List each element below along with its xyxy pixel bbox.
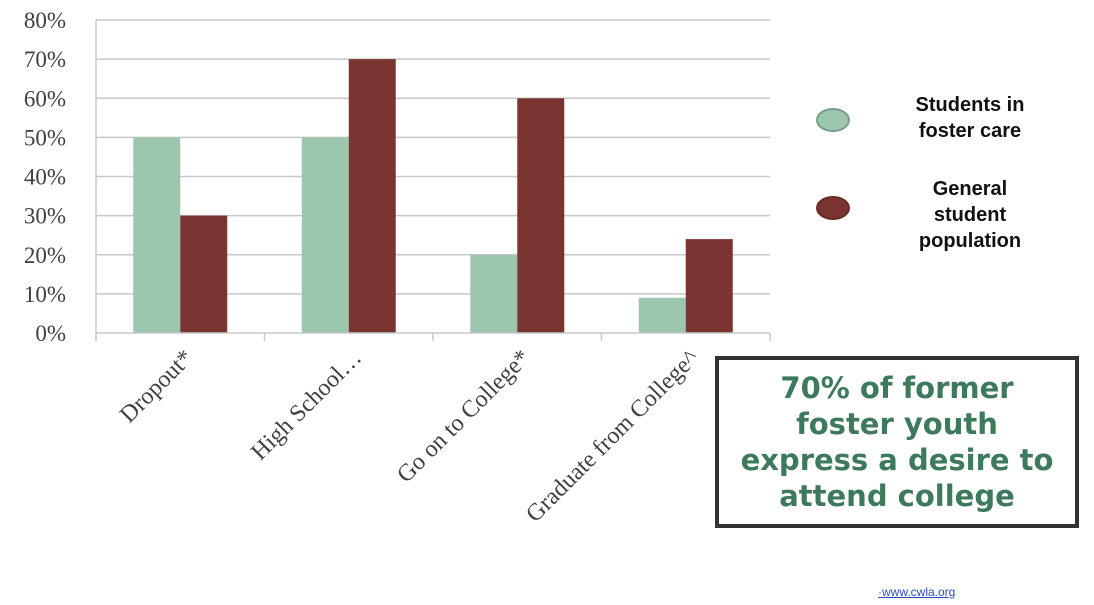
x-category-label: High School… <box>246 345 367 466</box>
y-tick-label: 80% <box>24 8 66 33</box>
bar-foster-care <box>638 297 686 333</box>
y-axis-tick-labels: 0% 10% 20% 30% 40% 50% 60% 70% 80% <box>24 8 66 346</box>
legend-label-general-population: General student population <box>880 176 1060 254</box>
y-tick-label: 60% <box>24 86 66 111</box>
y-tick-label: 40% <box>24 165 66 190</box>
y-tick-label: 10% <box>24 282 66 307</box>
legend-item-general-population: General student population <box>808 176 1078 266</box>
bar-foster-care <box>470 254 518 333</box>
bar-general-population <box>517 98 565 333</box>
legend-swatch-general-population <box>816 196 850 220</box>
legend-item-foster-care: Students in foster care <box>808 92 1078 176</box>
legend-swatch-foster-care <box>816 108 850 132</box>
legend-label-line: Students in <box>915 94 1025 116</box>
bar-general-population <box>685 239 733 333</box>
legend-label-line: General <box>932 178 1008 200</box>
axes <box>95 20 771 341</box>
bars <box>133 59 733 333</box>
callout-text: 70% of former foster youth express a des… <box>740 371 1054 513</box>
bar-foster-care <box>133 137 181 333</box>
legend: Students in foster care General student … <box>808 92 1078 266</box>
x-axis-category-labels: Dropout* High School… Go on to College*Gra… <box>115 345 704 528</box>
legend-label-line: population <box>918 230 1022 252</box>
y-tick-label: 30% <box>24 204 66 229</box>
y-tick-label: 0% <box>35 321 66 346</box>
legend-label-foster-care: Students in foster care <box>880 92 1060 144</box>
bar-foster-care <box>301 137 349 333</box>
source-link[interactable]: ·www.cwla.org <box>878 585 956 599</box>
x-category-label: Go on to College* <box>392 345 535 488</box>
callout-box: 70% of former foster youth express a des… <box>715 356 1079 528</box>
y-tick-label: 70% <box>24 47 66 72</box>
legend-label-line: student <box>933 204 1007 226</box>
y-tick-label: 50% <box>24 125 66 150</box>
x-category-label: Graduate from College^ <box>521 345 704 528</box>
x-category-label: Dropout* <box>115 345 198 428</box>
bar-general-population <box>180 215 228 333</box>
legend-label-line: foster care <box>918 120 1022 142</box>
bar-general-population <box>348 59 396 333</box>
y-tick-label: 20% <box>24 243 66 268</box>
